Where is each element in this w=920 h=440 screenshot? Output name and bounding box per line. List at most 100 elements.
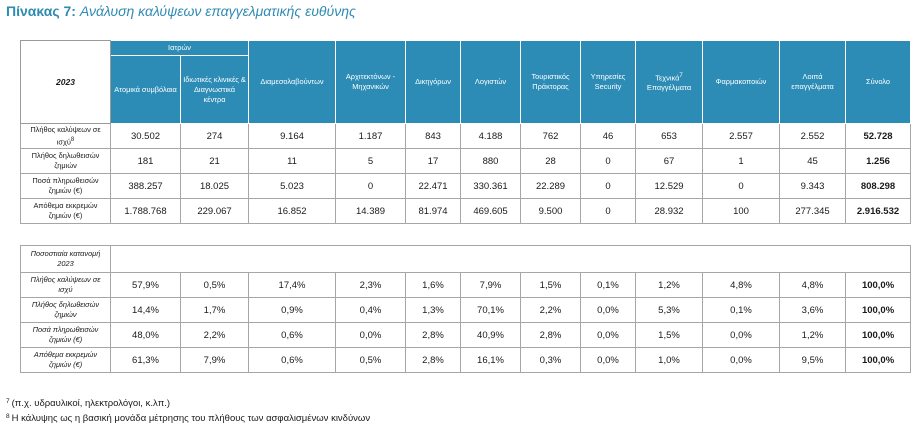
value-cell: 100 xyxy=(702,198,781,224)
value-cell: 0,6% xyxy=(248,322,336,348)
value-cell: 274 xyxy=(179,123,250,149)
value-cell: 14,4% xyxy=(110,297,181,323)
row-label: Πλήθος δηλωθεισών ζημιών xyxy=(20,297,111,323)
value-cell: 3,6% xyxy=(779,297,846,323)
value-cell: 21 xyxy=(179,148,250,174)
footnote-text: Η κάλυψης ως η βασική μονάδα μέτρησης το… xyxy=(11,413,371,424)
value-cell: 0 xyxy=(580,173,637,199)
value-cell: 1,5% xyxy=(520,272,581,298)
col-header-intermediaries: Διαμεσολαβούντων xyxy=(248,40,337,124)
col-header-pharmacists: Φαρμακοποιών xyxy=(702,40,781,124)
row-label: Πλήθος δηλωθεισών ζημιών xyxy=(20,148,111,174)
value-cell: 762 xyxy=(520,123,582,149)
value-cell: 1,2% xyxy=(635,272,703,298)
row-label-text: Πλήθος δηλωθεισών ζημιών xyxy=(31,151,100,170)
value-cell: 1,3% xyxy=(405,297,461,323)
value-cell: 2,8% xyxy=(520,322,581,348)
value-cell: 9,5% xyxy=(779,347,846,373)
footnote-7: 7 (π.χ. υδραυλικοί, ηλεκτρολόγοι, κ.λπ.) xyxy=(6,398,170,409)
value-cell: 0,4% xyxy=(335,297,406,323)
col-header-accountants: Λογιστών xyxy=(460,40,522,124)
col-header-technical: Τεχνικά7 Επαγγέλματα xyxy=(635,40,704,124)
value-cell: 9.343 xyxy=(779,173,847,199)
table-title-text: Ανάλυση καλύψεων επαγγελματικής ευθύνης xyxy=(79,3,356,19)
value-cell: 0,0% xyxy=(580,297,636,323)
value-cell: 2,3% xyxy=(335,272,406,298)
value-cell: 0,0% xyxy=(702,347,780,373)
value-cell: 1 xyxy=(702,148,781,174)
technical-label: Τεχνικά xyxy=(655,72,680,82)
value-cell: 28.932 xyxy=(635,198,704,224)
total-cell: 1.256 xyxy=(845,148,912,174)
table-title: Πίνακας 7: Ανάλυση καλύψεων επαγγελματικ… xyxy=(6,3,356,19)
value-cell: 1,0% xyxy=(635,347,703,373)
row-label: Απόθεμα εκκρεμών ζημιών (€) xyxy=(20,347,111,373)
value-cell: 0,0% xyxy=(580,347,636,373)
value-cell: 0 xyxy=(580,198,637,224)
value-cell: 0,6% xyxy=(248,347,336,373)
value-cell: 22.289 xyxy=(520,173,582,199)
row-note-mark: 8 xyxy=(70,136,75,143)
value-cell: 12.529 xyxy=(635,173,704,199)
value-cell: 1,5% xyxy=(635,322,703,348)
total-cell: 100,0% xyxy=(844,272,912,298)
value-cell: 388.257 xyxy=(110,173,181,199)
value-cell: 46 xyxy=(580,123,637,149)
table-row: Ποσά πληρωθεισών ζημιών (€) 48,0% 2,2% 0,6%… xyxy=(20,322,912,348)
row-label-text: Ποσά πληρωθεισών ζημιών (€) xyxy=(32,176,99,195)
row-label-text: Πλήθος καλύψεων σε ισχύ xyxy=(30,124,101,147)
value-cell: 330.361 xyxy=(460,173,522,199)
row-label: Ποσά πληρωθεισών ζημιών (€) xyxy=(20,322,111,348)
total-cell: 52.728 xyxy=(845,123,912,149)
total-cell: 2.916.532 xyxy=(845,198,912,224)
table-row: Πλήθος δηλωθεισών ζημιών 181 21 11 5 17 880 28 0… xyxy=(20,148,912,174)
table-row: Απόθεμα εκκρεμών ζημιών (€) 1.788.768 229.… xyxy=(20,198,912,224)
value-cell: 7,9% xyxy=(460,272,521,298)
value-cell: 48,0% xyxy=(110,322,181,348)
value-cell: 30.502 xyxy=(110,123,181,149)
table-row: Πλήθος καλύψεων σε ισχύ8 30.502 274 9.164 1.… xyxy=(20,123,912,149)
value-cell: 45 xyxy=(779,148,847,174)
value-cell: 17 xyxy=(405,148,462,174)
col-header-security: Υπηρεσίες Security xyxy=(580,40,637,124)
footnote-text: (π.χ. υδραυλικοί, ηλεκτρολόγοι, κ.λπ.) xyxy=(11,398,171,409)
value-cell: 1.788.768 xyxy=(110,198,181,224)
value-cell: 16,1% xyxy=(460,347,521,373)
value-cell: 2.557 xyxy=(702,123,781,149)
row-label: Πλήθος καλύψεων σε ισχύ8 xyxy=(20,123,111,149)
total-cell: 100,0% xyxy=(844,297,912,323)
value-cell: 1.187 xyxy=(335,123,407,149)
value-cell: 5 xyxy=(335,148,407,174)
value-cell: 0,5% xyxy=(335,347,406,373)
value-cell: 277.345 xyxy=(779,198,847,224)
value-cell: 4,8% xyxy=(702,272,780,298)
row-label: Απόθεμα εκκρεμών ζημιών (€) xyxy=(20,198,111,224)
value-cell: 843 xyxy=(405,123,462,149)
value-cell: 469.605 xyxy=(460,198,522,224)
table-row: Απόθεμα εκκρεμών ζημιών (€) 61,3% 7,9% 0,6%… xyxy=(20,347,912,373)
value-cell: 0,1% xyxy=(702,297,780,323)
value-cell: 2.552 xyxy=(779,123,847,149)
value-cell: 2,2% xyxy=(180,322,249,348)
value-cell: 14.389 xyxy=(335,198,407,224)
value-cell: 18.025 xyxy=(179,173,250,199)
table-row: Πλήθος δηλωθεισών ζημιών 14,4% 1,7% 0,9% 0,4… xyxy=(20,297,912,323)
value-cell: 2,8% xyxy=(405,347,461,373)
value-cell: 1,7% xyxy=(180,297,249,323)
value-cell: 4,8% xyxy=(779,272,846,298)
value-cell: 9.164 xyxy=(248,123,337,149)
value-cell: 0 xyxy=(335,173,407,199)
footnote-mark: 7 xyxy=(6,398,10,405)
year-header: 2023 xyxy=(20,40,111,124)
technical-suffix: Επαγγέλματα xyxy=(646,82,692,92)
table-title-prefix: Πίνακας 7: xyxy=(6,3,76,19)
row-label-text: Απόθεμα εκκρεμών ζημιών (€) xyxy=(33,201,98,220)
value-cell: 17,4% xyxy=(248,272,336,298)
value-cell: 22.471 xyxy=(405,173,462,199)
value-cell: 9.500 xyxy=(520,198,582,224)
value-cell: 0 xyxy=(580,148,637,174)
col-header-lawyers: Δικηγόρων xyxy=(405,40,462,124)
total-cell: 808.298 xyxy=(845,173,912,199)
value-cell: 4.188 xyxy=(460,123,522,149)
col-header-travel-agent: Τουριστικός Πράκτορας xyxy=(520,40,582,124)
